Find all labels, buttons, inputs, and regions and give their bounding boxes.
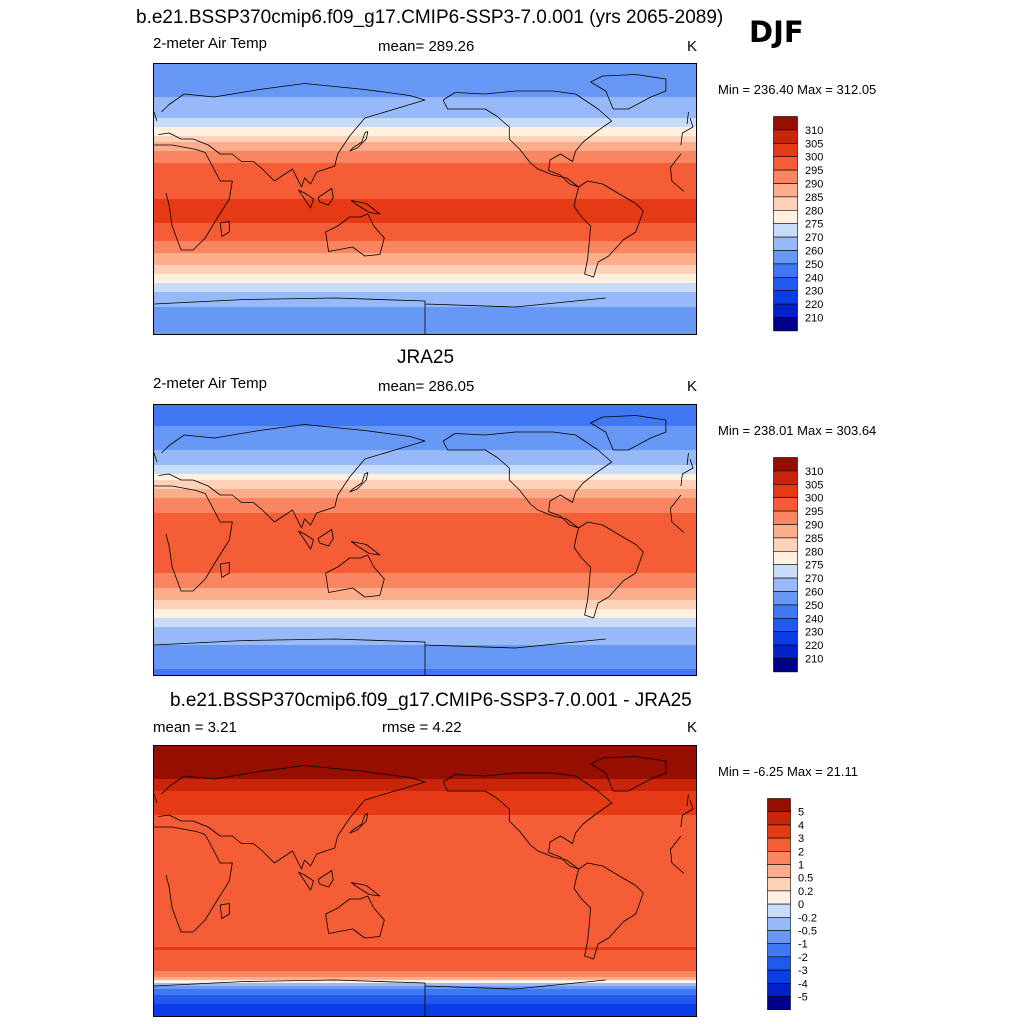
colorbar-tick-label: 210	[805, 313, 823, 325]
colorbar-tick-label: 260	[805, 587, 823, 599]
panel-mean-label: mean = 3.21	[153, 719, 237, 736]
colorbar-obs: 310 305 300 295 290 285 280 275 270 260 250 240 230 2…	[773, 457, 837, 673]
colorbar-tick-label: 270	[805, 573, 823, 585]
colorbar-tick-label: 295	[805, 506, 823, 518]
page-title: b.e21.BSSP370cmip6.f09_g17.CMIP6-SSP3-7.…	[136, 7, 724, 28]
colorbar-model: 310 305 300 295 290 285 280 275 270 260 250 240 230 2…	[773, 116, 837, 332]
colorbar-tick-label: 290	[805, 520, 823, 532]
colorbar-tick-label: 3	[798, 833, 804, 845]
colorbar-tick-label: -5	[798, 992, 808, 1004]
panel-minmax-label: Min = 236.40 Max = 312.05	[718, 82, 877, 97]
colorbar-tick-label: 2	[798, 846, 804, 858]
colorbar-tick-label: 250	[805, 600, 823, 612]
colorbar-tick-label: -0.5	[798, 926, 817, 938]
panel-rmse-label: rmse = 4.22	[382, 719, 462, 736]
map-model	[153, 63, 697, 335]
colorbar-tick-label: 275	[805, 560, 823, 572]
colorbar-tick-label: -0.2	[798, 912, 817, 924]
colorbar-diff: 5 4 3 2 1 0.5 0.2 0 -0.2 -0.5 -1 -2 -3 -4 -5	[767, 798, 830, 1011]
colorbar-tick-label: 1	[798, 860, 804, 872]
colorbar-tick-label: 230	[805, 627, 823, 639]
colorbar-tick-label: 285	[805, 533, 823, 545]
map-diff	[153, 745, 697, 1017]
colorbar-tick-label: 310	[805, 466, 823, 478]
panel-title: b.e21.BSSP370cmip6.f09_g17.CMIP6-SSP3-7.…	[170, 690, 692, 711]
colorbar-tick-label: 270	[805, 232, 823, 244]
colorbar-tick-label: 4	[798, 820, 804, 832]
colorbar-tick-label: 250	[805, 259, 823, 271]
panel-units-label: K	[687, 378, 698, 395]
colorbar-tick-label: 0	[798, 899, 804, 911]
colorbar-tick-label: 240	[805, 613, 823, 625]
colorbar-tick-label: 305	[805, 479, 823, 491]
season-label: DJF	[749, 15, 804, 49]
colorbar-tick-label: -2	[798, 952, 808, 964]
panel-mean-label: mean= 286.05	[378, 378, 475, 395]
panel-variable-label: 2-meter Air Temp	[153, 375, 267, 392]
panel-units-label: K	[687, 38, 698, 55]
colorbar-tick-label: 295	[805, 165, 823, 177]
colorbar-tick-label: 210	[805, 654, 823, 666]
panel-units-label: K	[687, 719, 698, 736]
colorbar-tick-label: 310	[805, 125, 823, 137]
panel-mean-label: mean= 289.26	[378, 38, 475, 55]
colorbar-tick-label: 305	[805, 138, 823, 150]
panel-minmax-label: Min = 238.01 Max = 303.64	[718, 423, 877, 438]
colorbar-tick-label: 220	[805, 299, 823, 311]
colorbar-tick-label: 0.5	[798, 873, 813, 885]
colorbar-tick-label: 5	[798, 807, 804, 819]
panel-title: JRA25	[397, 347, 455, 368]
panel-minmax-label: Min = -6.25 Max = 21.11	[718, 764, 858, 779]
colorbar-tick-label: 300	[805, 152, 823, 164]
colorbar-tick-label: 280	[805, 546, 823, 558]
colorbar-tick-label: 240	[805, 272, 823, 284]
colorbar-tick-label: 280	[805, 205, 823, 217]
colorbar-tick-label: 220	[805, 640, 823, 652]
colorbar-tick-label: -3	[798, 965, 808, 977]
map-obs	[153, 404, 697, 676]
colorbar-tick-label: 230	[805, 286, 823, 298]
panel-variable-label: 2-meter Air Temp	[153, 35, 267, 52]
colorbar-tick-label: -4	[798, 978, 808, 990]
colorbar-tick-label: 285	[805, 192, 823, 204]
colorbar-tick-label: 260	[805, 246, 823, 258]
colorbar-tick-label: 0.2	[798, 886, 813, 898]
colorbar-tick-label: 300	[805, 493, 823, 505]
colorbar-tick-label: 290	[805, 179, 823, 191]
colorbar-tick-label: -1	[798, 939, 808, 951]
colorbar-tick-label: 275	[805, 219, 823, 231]
